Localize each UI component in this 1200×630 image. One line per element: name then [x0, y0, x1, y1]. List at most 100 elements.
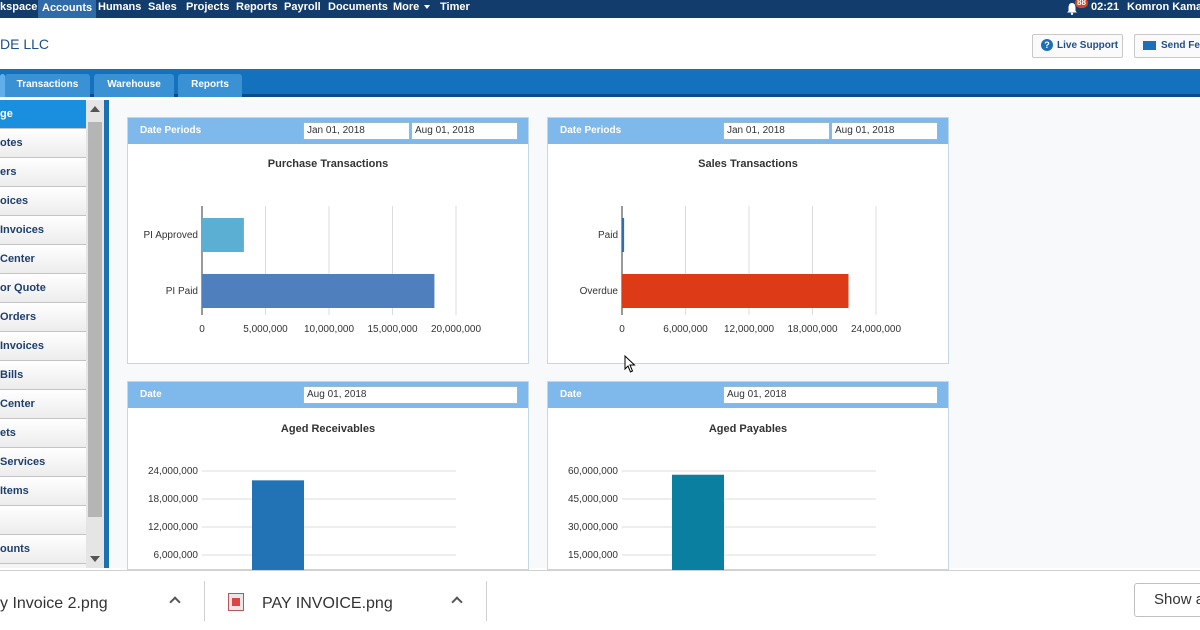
- scroll-up-icon[interactable]: [90, 106, 100, 112]
- sidebar: ge otes ers oices Invoices Center or Quo…: [0, 100, 86, 568]
- tab-warehouse[interactable]: Warehouse: [94, 74, 174, 97]
- x-tick-label: 0: [199, 324, 205, 335]
- receivables-chart-title: Aged Receivables: [280, 423, 376, 435]
- y-tick-label: 45,000,000: [568, 494, 618, 505]
- sidebar-item-cost-center[interactable]: Center: [0, 390, 86, 419]
- sidebar-item-accounts[interactable]: ounts: [0, 535, 86, 564]
- nav-timer[interactable]: Timer: [440, 1, 470, 13]
- download-file-2[interactable]: PAY INVOICE.png: [262, 595, 393, 612]
- bar: [202, 218, 244, 252]
- receivables-chart: 24,000,000 18,000,000 12,000,000 6,000,000: [148, 466, 456, 570]
- y-tick-label: 60,000,000: [568, 466, 618, 477]
- sidebar-item-purchase-invoices[interactable]: Invoices: [0, 216, 86, 245]
- download-file-1[interactable]: y Invoice 2.png: [0, 595, 108, 612]
- bell-icon[interactable]: [1066, 2, 1078, 15]
- x-tick-label: 0: [619, 324, 625, 335]
- notification-badge: 88: [1075, 0, 1088, 8]
- payables-chart-title: Aged Payables: [708, 423, 788, 435]
- sales-panel-header: Date Periods Jan 01, 2018 Aug 01, 2018: [548, 118, 948, 144]
- mouse-cursor-icon: [624, 355, 636, 373]
- live-support-label: Live Support: [1057, 40, 1119, 51]
- tab-transactions[interactable]: Transactions: [5, 74, 90, 97]
- x-tick-label: 20,000,000: [431, 324, 481, 335]
- bar: [202, 274, 435, 308]
- nav-workspace[interactable]: kspace: [0, 1, 38, 13]
- live-support-button[interactable]: ? Live Support: [1032, 34, 1123, 58]
- clock-time: 02:21: [1091, 1, 1120, 13]
- x-tick-label: 18,000,000: [787, 324, 837, 335]
- category-label: Paid: [598, 230, 618, 241]
- sidebar-item-items[interactable]: Items: [0, 477, 86, 506]
- sales-chart-title: Sales Transactions: [698, 158, 798, 170]
- company-name: DE LLC: [0, 36, 50, 52]
- chevron-up-icon[interactable]: [169, 596, 181, 608]
- tab-active-partial[interactable]: [0, 74, 5, 97]
- help-icon: ?: [1041, 39, 1053, 52]
- bar: [672, 474, 724, 570]
- sidebar-scrollbar[interactable]: [86, 100, 104, 568]
- sales-to-date[interactable]: Aug 01, 2018: [831, 122, 938, 140]
- payables-panel-header: Date Aug 01, 2018: [548, 382, 948, 408]
- show-all-button[interactable]: Show a: [1134, 583, 1200, 617]
- x-tick-label: 10,000,000: [304, 324, 354, 335]
- sidebar-item-request-for-quote[interactable]: or Quote: [0, 274, 86, 303]
- nav-reports[interactable]: Reports: [236, 1, 278, 13]
- download-bar: y Invoice 2.png PAY INVOICE.png Show a: [0, 570, 1200, 630]
- payables-date-label: Date: [560, 389, 582, 400]
- sidebar-item-pay-invoices[interactable]: Invoices: [0, 332, 86, 361]
- payables-date-input[interactable]: Aug 01, 2018: [723, 386, 938, 404]
- payables-panel: Date Aug 01, 2018 Aged Payables 60,000,0…: [547, 381, 949, 570]
- nav-more-label: More: [393, 1, 420, 13]
- sales-panel: Date Periods Jan 01, 2018 Aug 01, 2018 S…: [547, 117, 949, 364]
- sales-chart: 0 6,000,000 12,000,000 18,000,000 24,000,000…: [580, 206, 901, 335]
- module-tab-bar: Transactions Warehouse Reports: [0, 69, 1200, 97]
- y-tick-label: 18,000,000: [148, 494, 198, 505]
- sales-from-date[interactable]: Jan 01, 2018: [723, 122, 830, 140]
- download-separator: [204, 581, 205, 621]
- category-label: PI Approved: [144, 230, 198, 241]
- envelope-icon: [1143, 40, 1156, 50]
- sidebar-item-assets[interactable]: ets: [0, 419, 86, 448]
- purchase-panel-header: Date Periods Jan 01, 2018 Aug 01, 2018: [128, 118, 528, 144]
- category-label: Overdue: [580, 286, 619, 297]
- sidebar-item-quotes[interactable]: otes: [0, 129, 86, 158]
- sales-period-label: Date Periods: [560, 125, 622, 136]
- nav-more[interactable]: More: [393, 1, 431, 13]
- sidebar-item-blank[interactable]: [0, 506, 86, 535]
- scroll-thumb[interactable]: [88, 122, 102, 517]
- x-tick-label: 5,000,000: [243, 324, 288, 335]
- image-file-icon: [228, 593, 244, 611]
- x-tick-label: 15,000,000: [367, 324, 417, 335]
- sidebar-item-orders[interactable]: ers: [0, 158, 86, 187]
- receivables-date-label: Date: [140, 389, 162, 400]
- send-feedback-button[interactable]: Send Fe: [1134, 34, 1200, 58]
- scroll-down-icon[interactable]: [90, 556, 100, 562]
- y-tick-label: 30,000,000: [568, 522, 618, 533]
- user-name[interactable]: Komron Kama: [1127, 1, 1200, 13]
- purchase-from-date[interactable]: Jan 01, 2018: [303, 122, 410, 140]
- bar: [622, 274, 849, 308]
- sidebar-item-center[interactable]: Center: [0, 245, 86, 274]
- top-navigation: kspace Accounts Humans Sales Projects Re…: [0, 0, 1200, 18]
- purchase-to-date[interactable]: Aug 01, 2018: [411, 122, 518, 140]
- nav-humans[interactable]: Humans: [98, 1, 142, 13]
- receivables-panel: Date Aug 01, 2018 Aged Receivables 24,00…: [127, 381, 529, 570]
- nav-payroll[interactable]: Payroll: [284, 1, 321, 13]
- receivables-date-input[interactable]: Aug 01, 2018: [303, 386, 518, 404]
- nav-accounts[interactable]: Accounts: [38, 0, 97, 18]
- nav-projects[interactable]: Projects: [186, 1, 230, 13]
- chevron-up-icon[interactable]: [451, 596, 463, 608]
- send-feedback-label: Send Fe: [1161, 40, 1200, 51]
- sidebar-item-purchase-orders[interactable]: Orders: [0, 303, 86, 332]
- sidebar-item-dashboard[interactable]: ge: [0, 100, 86, 129]
- sidebar-item-bills[interactable]: Bills: [0, 361, 86, 390]
- nav-sales[interactable]: Sales: [148, 1, 177, 13]
- nav-documents[interactable]: Documents: [328, 1, 388, 13]
- sidebar-item-services[interactable]: Services: [0, 448, 86, 477]
- category-label: PI Paid: [166, 286, 198, 297]
- x-tick-label: 24,000,000: [851, 324, 901, 335]
- tab-reports[interactable]: Reports: [178, 74, 242, 97]
- bar: [252, 480, 304, 570]
- x-tick-label: 12,000,000: [724, 324, 774, 335]
- sidebar-item-invoices[interactable]: oices: [0, 187, 86, 216]
